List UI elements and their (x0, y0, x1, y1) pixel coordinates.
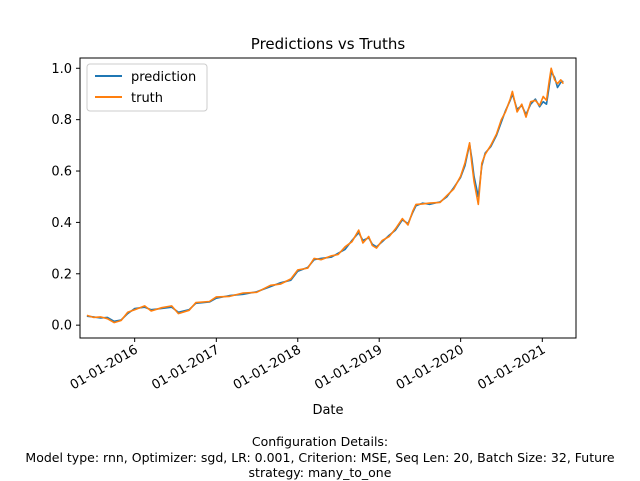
y-axis: 0.0 0.2 0.4 0.6 0.8 1.0 (51, 62, 80, 334)
legend: prediction truth (86, 63, 208, 112)
y-tick-label: 0.6 (51, 165, 72, 180)
caption-details: Model type: rnn, Optimizer: sgd, LR: 0.0… (25, 450, 615, 465)
x-tick-label: 01-01-2019 (312, 342, 385, 393)
x-tick-label: 01-01-2018 (231, 342, 304, 393)
chart-title: Predictions vs Truths (251, 35, 406, 53)
y-tick-label: 0.4 (51, 216, 72, 231)
plot-frame (79, 57, 577, 339)
line-chart: Predictions vs Truths 0.0 0.2 0.4 0.6 0.8 1.0… (51, 35, 577, 418)
legend-label-prediction: prediction (131, 70, 196, 85)
series-line-truth (86, 67, 564, 324)
y-tick-label: 0.0 (51, 319, 72, 334)
series-layer (86, 67, 564, 324)
x-tick-label: 01-01-2020 (394, 342, 467, 393)
x-tick-label: 01-01-2017 (149, 342, 222, 393)
x-tick-label: 01-01-2021 (475, 342, 548, 393)
caption-strategy: strategy: many_to_one (248, 465, 392, 480)
caption-heading: Configuration Details: (251, 434, 389, 449)
x-axis: 01-01-2016 01-01-2017 01-01-2018 01-01-2019… (68, 338, 548, 393)
x-tick-label: 01-01-2016 (68, 342, 141, 393)
x-axis-label: Date (312, 403, 343, 418)
legend-label-truth: truth (131, 91, 163, 106)
y-tick-label: 0.8 (51, 113, 72, 128)
y-tick-label: 0.2 (51, 267, 72, 282)
y-tick-label: 1.0 (51, 62, 72, 77)
